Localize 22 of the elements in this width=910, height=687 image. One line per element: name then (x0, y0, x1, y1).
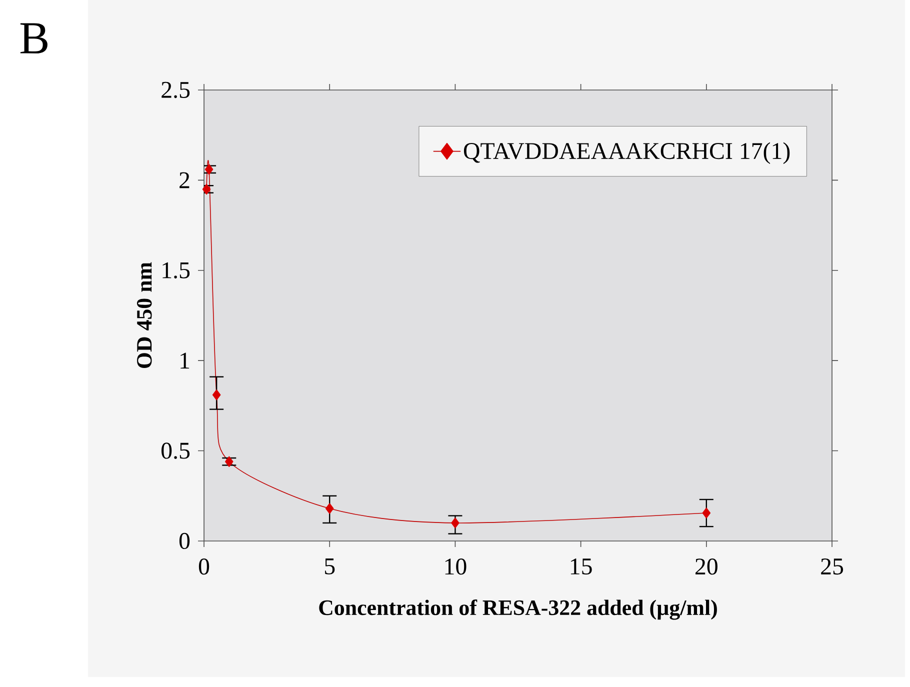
y-tick-label: 2.5 (162, 82, 190, 98)
y-tick-label: 0.5 (162, 442, 190, 459)
x-tick-label: 15 (570, 558, 592, 575)
point (702, 508, 711, 518)
point (325, 503, 334, 514)
x-tick-label: 20 (696, 558, 718, 575)
point (204, 164, 214, 175)
x-tick-label: 25 (821, 558, 844, 575)
x-tick-label: 0 (198, 558, 210, 575)
point (224, 456, 234, 468)
legend-label: QTAVDDAEAAAKCRHCI 17(1) (464, 142, 790, 164)
y-tick-label: 0 (179, 532, 190, 550)
y-tick-label: 2 (180, 172, 190, 188)
point (212, 389, 221, 400)
x-tick-label: 10 (445, 558, 466, 575)
x-tick-label: 5 (325, 558, 335, 574)
point (202, 184, 211, 195)
y-tick-label: 1.5 (162, 262, 190, 278)
chart-title: B (20, 23, 48, 54)
x-axis-title: Concentration of RESA-322 added (µg/ml) (319, 599, 717, 620)
y-tick-label: 1 (180, 352, 190, 368)
y-axis-title: OD 450 nm (136, 262, 152, 368)
